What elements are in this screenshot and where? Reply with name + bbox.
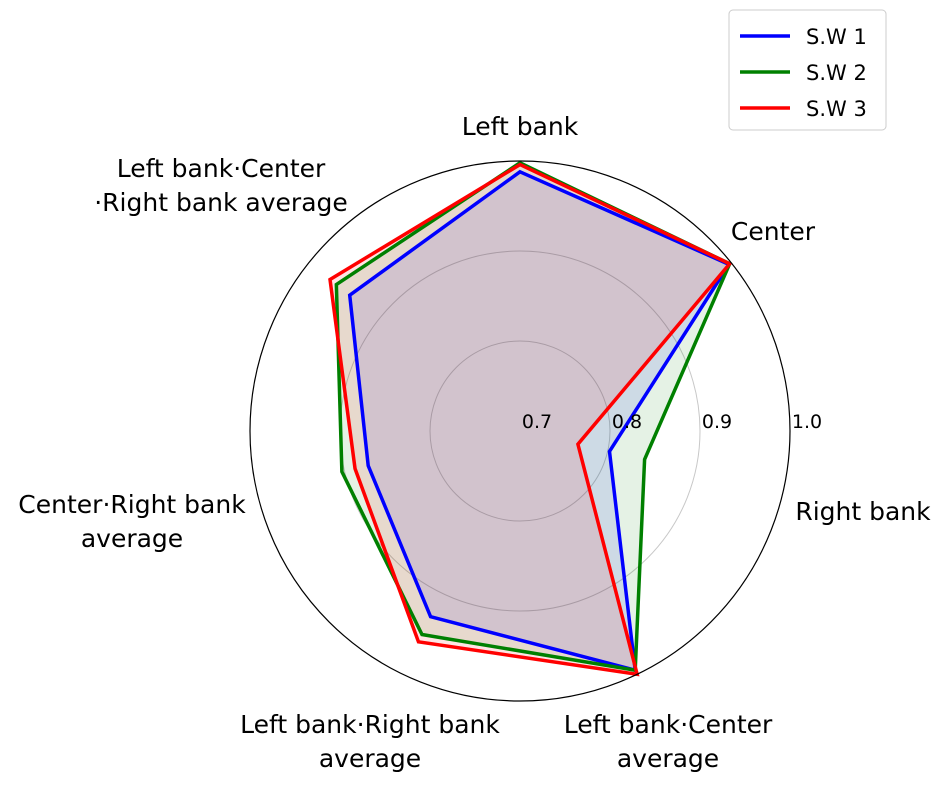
legend-label: S.W 1 bbox=[806, 25, 867, 49]
outer-frame bbox=[249, 160, 791, 702]
axis-label: Left bank·Right bank average bbox=[240, 710, 500, 773]
axis-label-line: average bbox=[81, 524, 183, 553]
axis-label: Left bank·Center average bbox=[564, 710, 773, 773]
axis-label-line: Center·Right bank bbox=[18, 490, 246, 519]
axis-label: Center·Right bank average bbox=[18, 490, 246, 553]
axis-label: Right bank bbox=[795, 497, 931, 526]
axis-label-line: Left bank·Center bbox=[117, 154, 326, 183]
axis-label-line: ·Right bank average bbox=[94, 188, 348, 217]
axis-label: Center bbox=[731, 217, 816, 246]
series-fill bbox=[349, 171, 729, 671]
series-fill bbox=[336, 162, 730, 671]
legend-box bbox=[728, 9, 887, 131]
legend-label: S.W 3 bbox=[806, 97, 867, 121]
legend-label: S.W 2 bbox=[806, 61, 867, 85]
axis-label: Left bank bbox=[462, 112, 579, 141]
axis-label-line: Center bbox=[731, 217, 816, 246]
axis-label: Left bank·Center ·Right bank average bbox=[94, 154, 348, 217]
axis-label-line: Right bank bbox=[795, 497, 931, 526]
axis-label-line: average bbox=[319, 744, 421, 773]
series-fill bbox=[330, 164, 730, 675]
series-line bbox=[328, 162, 733, 677]
r-tick-label: 0.9 bbox=[702, 411, 732, 433]
axis-label-line: average bbox=[617, 744, 719, 773]
grid-ring bbox=[429, 340, 611, 522]
r-tick-label: 0.8 bbox=[612, 411, 642, 433]
series-line bbox=[347, 169, 732, 673]
axis-label-line: Left bank bbox=[462, 112, 579, 141]
axis-label-line: Left bank·Center bbox=[564, 710, 773, 739]
series-line bbox=[334, 160, 732, 673]
r-tick-label: 1.0 bbox=[792, 411, 822, 433]
axis-label-line: Left bank·Right bank bbox=[240, 710, 500, 739]
r-tick-label: 0.7 bbox=[522, 411, 552, 433]
